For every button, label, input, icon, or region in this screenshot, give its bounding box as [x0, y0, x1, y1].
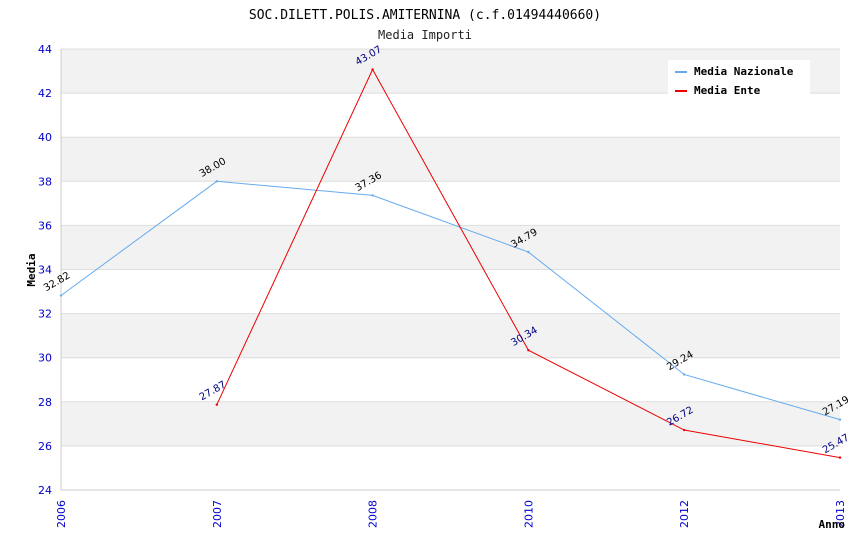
- chart-subtitle: Media Importi: [378, 28, 472, 42]
- plot-band: [61, 401, 840, 446]
- data-point: [527, 250, 530, 254]
- plot-band: [61, 313, 840, 358]
- x-tick-label: 2006: [55, 500, 68, 528]
- y-tick-label: 24: [38, 484, 52, 497]
- y-tick-label: 32: [38, 308, 52, 321]
- data-point: [371, 68, 374, 71]
- y-tick-label: 44: [38, 43, 52, 56]
- plot-band: [61, 93, 840, 138]
- series-line-0: [60, 180, 841, 421]
- data-point: [527, 349, 530, 352]
- plot-band: [61, 357, 840, 402]
- data-point: [838, 456, 842, 459]
- y-tick-label: 26: [38, 440, 52, 453]
- x-axis-ticks: 2006 2007 2008 2010 2012 2013: [55, 500, 847, 528]
- x-tick-label: 2008: [367, 500, 380, 528]
- y-axis-label: Media: [25, 253, 38, 286]
- plot-band: [61, 137, 840, 182]
- data-point: [59, 294, 63, 297]
- plot-band: [61, 269, 840, 314]
- data-point: [838, 418, 842, 421]
- y-tick-label: 40: [38, 131, 52, 144]
- y-tick-label: 34: [38, 264, 52, 277]
- legend-label-nazionale: Media Nazionale: [694, 65, 794, 78]
- x-tick-label: 2013: [834, 500, 847, 528]
- y-tick-label: 38: [38, 175, 52, 188]
- plot-band: [61, 445, 840, 490]
- x-tick-label: 2007: [211, 500, 224, 528]
- y-tick-label: 30: [38, 352, 52, 365]
- x-axis-label: Anno: [819, 518, 846, 531]
- y-tick-label: 36: [38, 219, 52, 232]
- chart-title: SOC.DILETT.POLIS.AMITERNINA (c.f.0149444…: [249, 8, 601, 23]
- grid-lines: [60, 48, 840, 491]
- y-tick-label: 42: [38, 87, 52, 100]
- x-tick-label: 2010: [522, 500, 535, 528]
- data-point: [683, 428, 686, 432]
- x-tick-label: 2012: [678, 500, 691, 528]
- plot-background: [61, 49, 840, 490]
- data-point: [215, 180, 218, 183]
- y-tick-label: 28: [38, 396, 52, 409]
- legend-label-ente: Media Ente: [694, 84, 761, 97]
- data-point: [683, 373, 686, 376]
- legend: Media Nazionale Media Ente: [668, 60, 810, 97]
- data-point: [215, 403, 218, 406]
- plot-band: [61, 225, 840, 270]
- legend-box: [668, 60, 810, 96]
- y-axis-ticks: 24 26 28 30 32 34 36 38 40 42 44: [38, 43, 52, 497]
- plot-band: [61, 181, 840, 226]
- data-point: [371, 194, 374, 197]
